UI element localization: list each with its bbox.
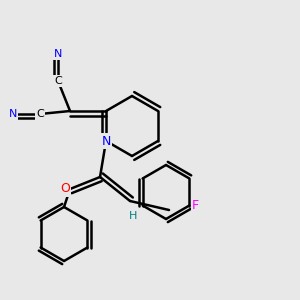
Text: H: H	[129, 211, 137, 221]
Text: C: C	[36, 109, 44, 119]
Text: F: F	[192, 199, 199, 212]
Text: O: O	[60, 182, 70, 196]
Text: N: N	[101, 134, 111, 148]
Text: C: C	[54, 76, 62, 86]
Text: N: N	[9, 109, 17, 119]
Text: N: N	[54, 49, 62, 59]
